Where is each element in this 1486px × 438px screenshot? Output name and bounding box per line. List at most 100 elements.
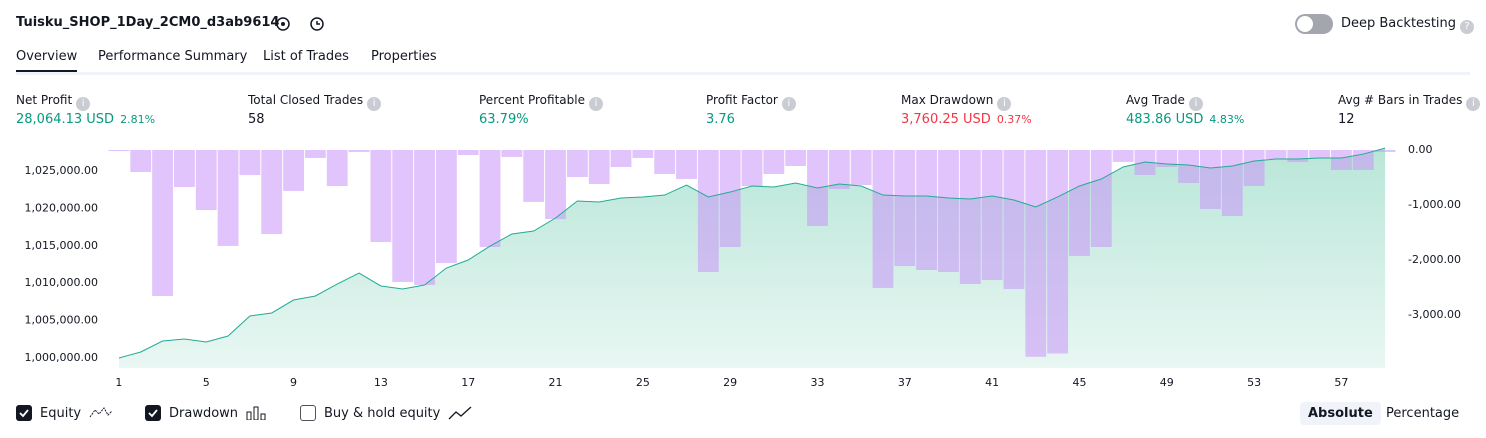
drawdown-bar — [523, 149, 545, 202]
x-tick-label: 45 — [1072, 376, 1086, 389]
drawdown-bar — [435, 149, 457, 264]
legend-icon — [246, 406, 268, 420]
metric-label-text: Net Profit — [16, 93, 73, 107]
metric-label: Net Profit i — [16, 93, 91, 111]
metric-label: Profit Factor i — [706, 93, 796, 111]
x-tick-label: 29 — [723, 376, 737, 389]
metric-label: Percent Profitable i — [479, 93, 603, 111]
metric-label: Avg # Bars in Trades i — [1338, 93, 1481, 111]
y-tick-label: 1,025,000.00 — [25, 164, 98, 177]
metric-extra: 2.81% — [120, 113, 156, 126]
drawdown-bar — [1178, 149, 1200, 183]
x-tick-label: 1 — [115, 376, 122, 389]
metric-value: 28,064.13 USD 2.81% — [16, 112, 155, 127]
drawdown-bar — [1090, 149, 1112, 247]
drawdown-bar — [1265, 149, 1287, 159]
header-icons[interactable] — [274, 15, 334, 35]
tab[interactable]: Properties — [371, 49, 437, 64]
drawdown-bar — [763, 149, 785, 174]
toggle[interactable] — [1295, 14, 1333, 34]
metric-label: Total Closed Trades i — [248, 93, 382, 111]
drawdown-bar — [283, 149, 304, 191]
y-tick-label: 1,020,000.00 — [25, 201, 98, 214]
y2-tick-label: 0.00 — [1408, 143, 1433, 156]
metric-label: Max Drawdown i — [901, 93, 1012, 111]
legend-item[interactable]: Drawdown — [145, 405, 268, 421]
metric-value: 12 — [1338, 112, 1355, 127]
drawdown-bar — [959, 149, 981, 284]
metric-value-text: 3,760.25 USD — [901, 112, 991, 127]
legend-label: Buy & hold equity — [324, 405, 441, 421]
legend-label: Equity — [40, 405, 82, 421]
mode-button[interactable]: Percentage — [1386, 406, 1460, 421]
legend-icon — [89, 406, 113, 420]
x-tick-label: 33 — [810, 376, 824, 389]
drawdown-bar — [1309, 149, 1331, 158]
drawdown-bar — [1287, 149, 1309, 162]
metric-extra: 0.37% — [996, 113, 1032, 126]
checkbox[interactable] — [16, 405, 32, 421]
drawdown-bar — [894, 149, 916, 266]
info-icon: i — [588, 97, 603, 111]
info-icon: i — [1188, 97, 1203, 111]
drawdown-bar — [697, 149, 719, 272]
drawdown-bar — [501, 149, 523, 157]
drawdown-bar — [1200, 149, 1221, 209]
metric-label-text: Total Closed Trades — [248, 93, 364, 107]
metric-label-text: Avg # Bars in Trades — [1338, 93, 1463, 107]
y-tick-label: 1,005,000.00 — [25, 314, 98, 327]
drawdown-bar — [392, 149, 414, 282]
drawdown-bar — [872, 149, 894, 288]
drawdown-bar — [916, 149, 938, 270]
drawdown-bar — [654, 149, 676, 174]
mode-button[interactable]: Absolute — [1300, 402, 1381, 425]
metric-label-text: Avg Trade — [1126, 93, 1185, 107]
metric-value-text: 12 — [1338, 112, 1355, 127]
drawdown-bar — [457, 149, 479, 155]
drawdown-bar — [1374, 149, 1396, 152]
x-tick-label: 9 — [290, 376, 297, 389]
info-icon: i — [781, 97, 796, 111]
drawdown-bar — [1025, 149, 1047, 357]
x-tick-label: 21 — [549, 376, 563, 389]
legend-label: Drawdown — [169, 405, 239, 421]
drawdown-bar — [566, 149, 588, 177]
checkbox[interactable] — [300, 405, 316, 421]
drawdown-bar — [632, 149, 654, 158]
equity-line — [118, 147, 1386, 359]
drawdown-bar — [326, 149, 348, 187]
drawdown-bar — [479, 149, 501, 247]
info-icon: i — [1466, 97, 1481, 111]
metric-value-text: 483.86 USD — [1126, 112, 1204, 127]
checkbox[interactable] — [145, 405, 161, 421]
x-tick-label: 37 — [898, 376, 912, 389]
metric-label-text: Max Drawdown — [901, 93, 994, 107]
metric-value: 58 — [248, 112, 265, 127]
metric-value-text: 63.79% — [479, 112, 529, 127]
legend-item[interactable]: Buy & hold equity — [300, 405, 472, 421]
metric-value: 3,760.25 USD 0.37% — [901, 112, 1032, 127]
metric-value: 63.79% — [479, 112, 529, 127]
x-tick-label: 13 — [374, 376, 388, 389]
legend-item[interactable]: Equity — [16, 405, 113, 421]
drawdown-bar — [1331, 149, 1352, 170]
drawdown-bar — [741, 149, 763, 187]
drawdown-bar — [1156, 149, 1178, 167]
tab[interactable]: List of Trades — [263, 49, 349, 64]
drawdown-bar — [981, 149, 1003, 280]
metric-value-text: 58 — [248, 112, 265, 127]
y-tick-label: 1,015,000.00 — [25, 239, 98, 252]
info-icon: i — [997, 97, 1012, 111]
drawdown-bar — [152, 149, 173, 297]
drawdown-bar — [261, 149, 283, 234]
metric-label: Avg Trade i — [1126, 93, 1203, 111]
drawdown-bar — [239, 149, 261, 176]
tab[interactable]: Performance Summary — [98, 49, 248, 64]
y-tick-label: 1,010,000.00 — [25, 276, 98, 289]
metric-value: 3.76 — [706, 112, 735, 127]
drawdown-bar — [938, 149, 959, 272]
drawdown-bar — [588, 149, 610, 184]
toggle-label: Deep Backtesting? — [1341, 16, 1475, 34]
drawdown-bar — [414, 149, 435, 286]
tab[interactable]: Overview — [16, 49, 78, 73]
